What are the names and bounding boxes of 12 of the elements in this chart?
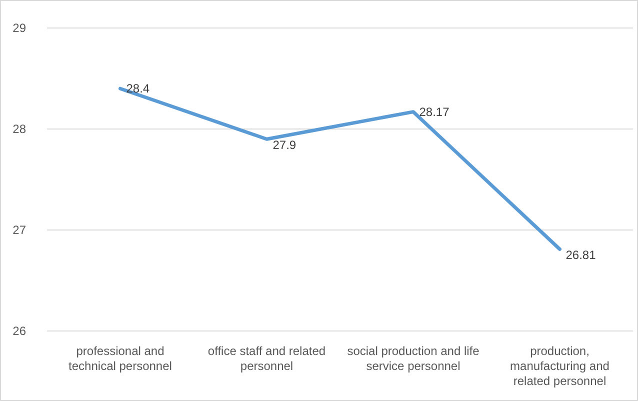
y-tick-label: 29 bbox=[12, 21, 26, 35]
x-tick-label: office staff and related personnel bbox=[208, 344, 326, 373]
data-label: 27.9 bbox=[272, 138, 296, 152]
x-tick-label: social production and life service personnel bbox=[347, 344, 480, 373]
data-label: 26.81 bbox=[566, 248, 596, 262]
data-label: 28.17 bbox=[419, 104, 450, 119]
y-tick-label: 26 bbox=[12, 324, 26, 338]
y-tick-label: 28 bbox=[12, 122, 26, 136]
x-tick-label: professional and technical personnel bbox=[68, 344, 172, 373]
y-tick-label: 27 bbox=[12, 223, 26, 237]
x-tick-label: production, manufacturing and related personnel bbox=[510, 344, 610, 388]
data-label: 28.4 bbox=[126, 82, 150, 96]
